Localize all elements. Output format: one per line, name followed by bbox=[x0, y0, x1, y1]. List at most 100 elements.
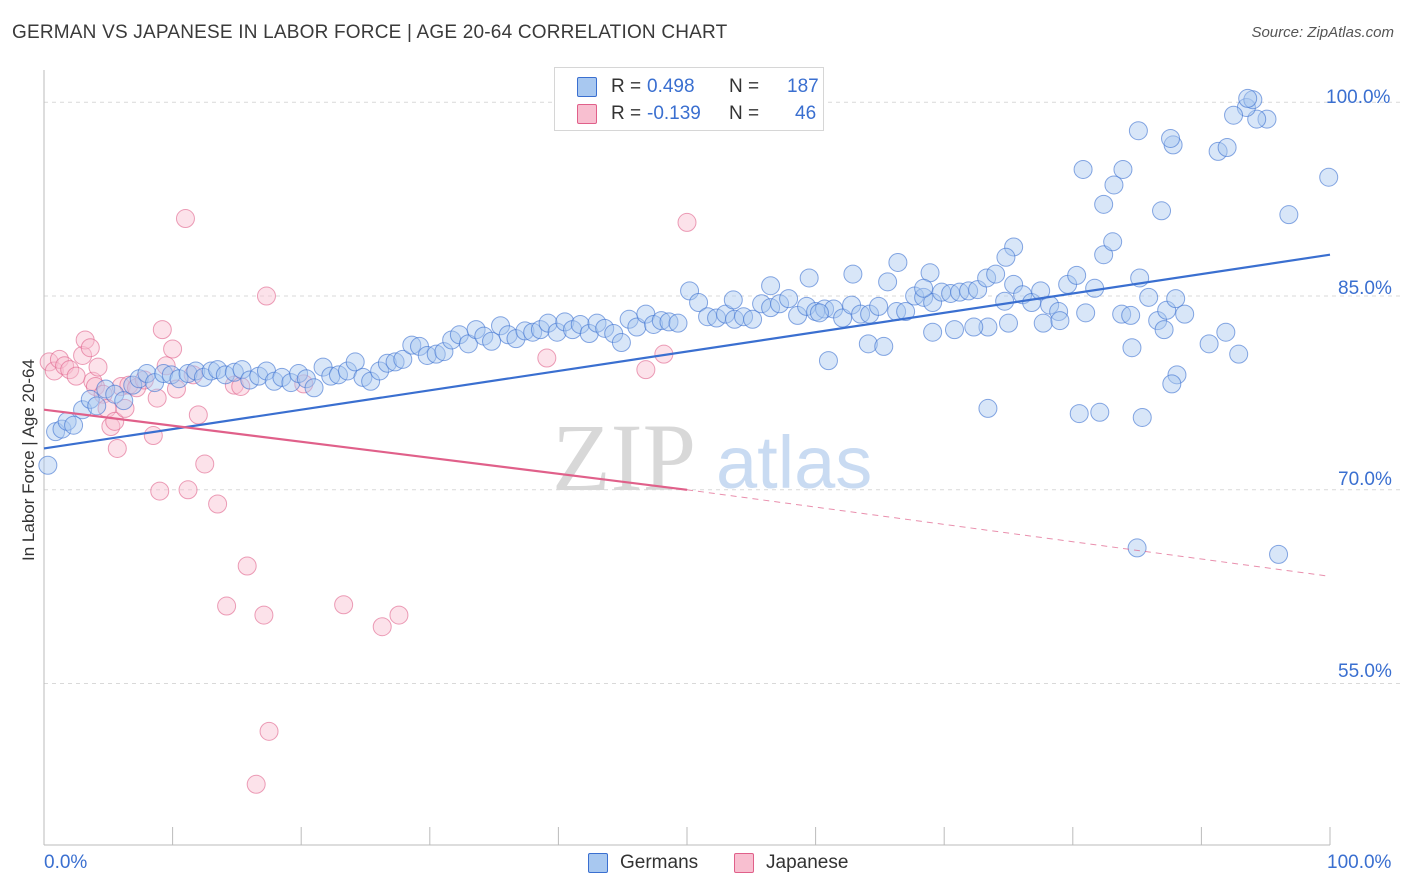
german-point bbox=[874, 336, 894, 356]
german-point bbox=[426, 344, 446, 364]
watermark-atlas: atlas bbox=[716, 421, 872, 504]
german-point bbox=[1199, 334, 1219, 354]
german-point bbox=[304, 378, 324, 398]
german-point bbox=[87, 396, 107, 416]
japanese-point bbox=[49, 349, 69, 369]
german-point bbox=[169, 369, 189, 389]
german-point bbox=[1154, 320, 1174, 340]
japanese-point bbox=[537, 348, 557, 368]
correlation-legend: R = 0.498 N = 187 R = -0.139 N = 46 bbox=[554, 67, 824, 131]
german-point bbox=[843, 264, 863, 284]
german-point bbox=[1216, 322, 1236, 342]
german-point bbox=[224, 362, 244, 382]
bottom-legend-swatch-japanese bbox=[734, 853, 754, 873]
german-point bbox=[833, 308, 853, 328]
german-point bbox=[1132, 407, 1152, 427]
german-point bbox=[689, 293, 709, 312]
german-point bbox=[186, 361, 206, 381]
german-point bbox=[888, 252, 908, 272]
german-point bbox=[1139, 287, 1159, 307]
german-point bbox=[114, 391, 134, 411]
german-point bbox=[878, 272, 898, 292]
japanese-point bbox=[93, 384, 113, 404]
japanese-point bbox=[156, 356, 176, 376]
german-point bbox=[345, 352, 365, 372]
german-point bbox=[402, 335, 422, 355]
german-point bbox=[995, 291, 1015, 311]
german-point bbox=[964, 317, 984, 337]
german-point bbox=[914, 278, 934, 298]
german-point bbox=[1152, 201, 1172, 221]
japanese-point bbox=[217, 596, 237, 616]
german-point bbox=[761, 298, 781, 318]
japanese-point bbox=[195, 454, 215, 474]
german-point bbox=[1166, 289, 1186, 309]
german-point bbox=[232, 360, 252, 380]
german-point bbox=[1031, 281, 1051, 301]
german-point bbox=[611, 333, 631, 353]
japanese-point bbox=[256, 286, 276, 306]
german-point bbox=[38, 455, 58, 475]
german-point bbox=[1279, 205, 1299, 225]
german-point bbox=[482, 331, 502, 351]
german-point bbox=[809, 303, 829, 323]
x-tick-label-min: 0.0% bbox=[44, 852, 88, 873]
german-point bbox=[1319, 167, 1339, 187]
legend-r-label: R = bbox=[611, 76, 642, 97]
watermark-zip: ZIP bbox=[552, 404, 696, 511]
japanese-point bbox=[175, 209, 195, 229]
japanese-point bbox=[246, 774, 266, 794]
german-point bbox=[723, 290, 743, 310]
german-point bbox=[923, 322, 943, 342]
german-point bbox=[668, 313, 688, 333]
trend-lines bbox=[43, 253, 1331, 577]
german-point bbox=[999, 313, 1018, 333]
y-tick-label-55: 55.0% bbox=[1338, 661, 1392, 682]
japanese-point bbox=[80, 338, 100, 358]
german-point bbox=[579, 324, 599, 343]
japanese-point bbox=[44, 361, 64, 381]
watermark: ZIP atlas bbox=[552, 404, 872, 511]
german-point bbox=[869, 296, 889, 316]
y-axis-label: In Labor Force | Age 20-64 bbox=[19, 359, 38, 561]
x-tick-label-max: 100.0% bbox=[1327, 852, 1392, 873]
german-point bbox=[328, 365, 348, 385]
german-point bbox=[1067, 265, 1087, 285]
german-trend-line bbox=[43, 253, 1331, 450]
chart-title: GERMAN VS JAPANESE IN LABOR FORCE | AGE … bbox=[12, 22, 728, 43]
german-point bbox=[377, 353, 397, 373]
japanese-point bbox=[107, 438, 127, 458]
legend-r-label: R = bbox=[611, 103, 642, 124]
german-point bbox=[393, 349, 413, 369]
german-point bbox=[1127, 538, 1147, 558]
japanese-points bbox=[39, 209, 697, 794]
german-points bbox=[38, 88, 1339, 564]
german-point bbox=[996, 247, 1016, 267]
german-point bbox=[555, 312, 575, 332]
german-point bbox=[1238, 88, 1258, 108]
german-point bbox=[761, 276, 781, 296]
german-point bbox=[1090, 402, 1110, 422]
japanese-point bbox=[636, 360, 656, 380]
japanese-point bbox=[389, 605, 409, 625]
german-point bbox=[1104, 175, 1124, 195]
japanese-point bbox=[152, 320, 172, 340]
japanese-trend-extension bbox=[686, 489, 1331, 577]
german-point bbox=[1257, 109, 1277, 129]
german-point bbox=[96, 379, 116, 399]
legend-swatch-japanese bbox=[577, 104, 597, 124]
german-point bbox=[1128, 121, 1148, 141]
japanese-point bbox=[88, 357, 108, 377]
japanese-point bbox=[163, 339, 183, 359]
japanese-point bbox=[677, 212, 697, 232]
german-point bbox=[627, 317, 647, 337]
japanese-point bbox=[105, 411, 125, 431]
german-point bbox=[178, 364, 198, 384]
german-point bbox=[1069, 404, 1089, 424]
japanese-point bbox=[334, 595, 354, 615]
german-point bbox=[64, 415, 84, 435]
japanese-point bbox=[254, 605, 274, 625]
german-point bbox=[547, 322, 567, 342]
german-point bbox=[986, 264, 1006, 284]
